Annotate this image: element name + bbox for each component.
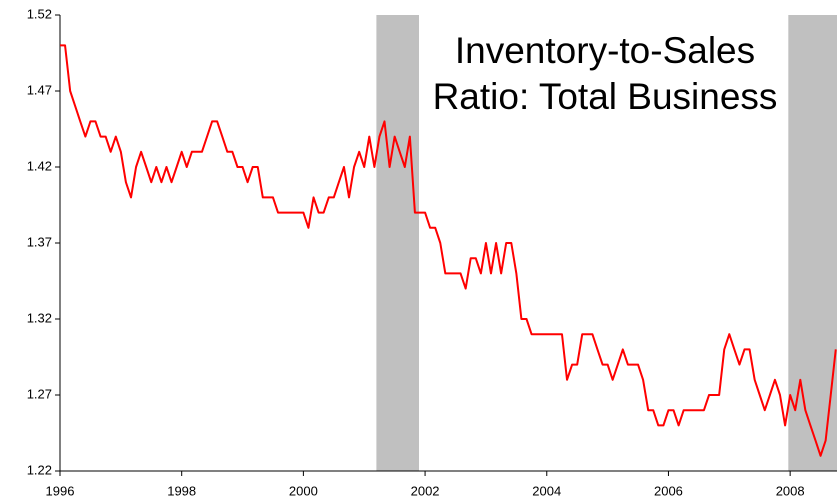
y-tick-label: 1.22 (27, 462, 52, 477)
x-tick-label: 2008 (776, 483, 805, 498)
x-tick-label: 2000 (289, 483, 318, 498)
chart-title: Inventory-to-Sales Ratio: Total Business (432, 30, 778, 117)
y-tick-label: 1.27 (27, 386, 52, 401)
x-tick-label: 1998 (167, 483, 196, 498)
y-tick-label: 1.37 (27, 234, 52, 249)
data-line (60, 44, 837, 457)
x-tick-label: 2006 (654, 483, 683, 498)
recession-band (788, 15, 837, 471)
y-tick-label: 1.32 (27, 310, 52, 325)
y-tick-label: 1.42 (27, 158, 52, 173)
y-tick-label: 1.47 (27, 82, 52, 97)
x-tick-label: 2004 (532, 483, 561, 498)
y-tick-label: 1.52 (27, 6, 52, 21)
x-tick-label: 2002 (411, 483, 440, 498)
recession-band (376, 15, 419, 471)
x-tick-label: 1996 (46, 483, 75, 498)
